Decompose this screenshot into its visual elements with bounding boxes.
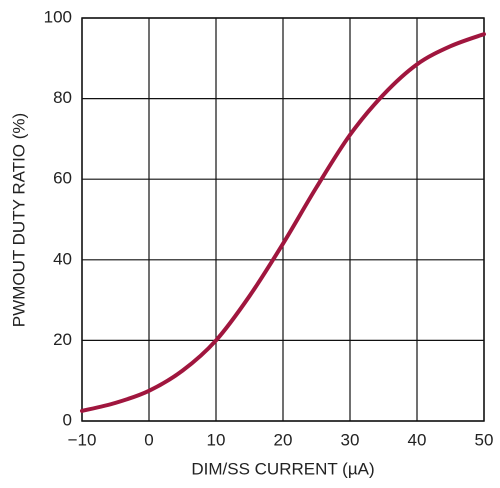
- x-tick-label: 0: [144, 430, 153, 449]
- x-tick-label: 20: [274, 430, 293, 449]
- y-tick-label: 80: [53, 88, 72, 107]
- y-tick-label: 100: [44, 7, 72, 26]
- y-axis-label: PWMOUT DUTY RATIO (%): [9, 113, 28, 327]
- x-tick-label: 50: [475, 430, 494, 449]
- x-tick-label: 40: [408, 430, 427, 449]
- x-axis-label: DIM/SS CURRENT (µA): [191, 459, 374, 478]
- plot-frame: [81, 17, 485, 422]
- y-tick-label: 20: [53, 330, 72, 349]
- y-tick-label: 40: [53, 249, 72, 268]
- y-tick-label: 0: [63, 410, 72, 429]
- x-tick-label: 30: [341, 430, 360, 449]
- curve: [80, 32, 486, 413]
- x-tick-label: 10: [207, 430, 226, 449]
- y-tick-label: 60: [53, 169, 72, 188]
- x-tick-label: −10: [68, 430, 97, 449]
